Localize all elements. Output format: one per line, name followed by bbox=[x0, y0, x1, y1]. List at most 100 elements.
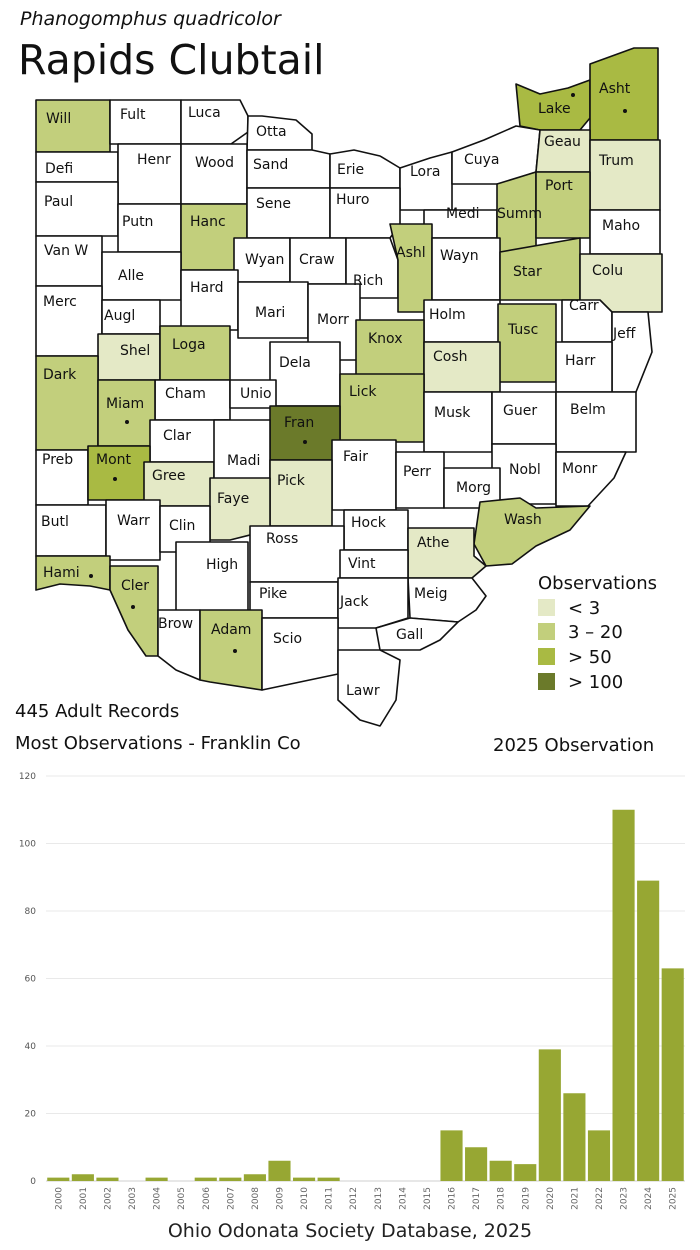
county-label-hanc: Hanc bbox=[190, 214, 226, 230]
legend-title: Observations bbox=[538, 573, 657, 594]
x-tick-label: 2016 bbox=[448, 1187, 458, 1210]
county-label-wyan: Wyan bbox=[245, 252, 284, 268]
yearly-observations-bar-chart: 0 20 40 60 80 100 120 2000 2001 2002 2003 2004 2005 2… bbox=[19, 772, 685, 1210]
legend-label-lt3: < 3 bbox=[568, 598, 600, 619]
county-label-defi: Defi bbox=[45, 161, 73, 177]
county-label-pick: Pick bbox=[277, 473, 306, 489]
x-tick-label: 2021 bbox=[570, 1187, 580, 1210]
county-label-warr: Warr bbox=[117, 513, 150, 529]
county-label-scio: Scio bbox=[273, 631, 302, 647]
county-wood bbox=[180, 143, 248, 205]
bar-2011 bbox=[317, 1177, 340, 1181]
county-label-asht: Asht bbox=[599, 81, 631, 97]
county-label-alle: Alle bbox=[118, 268, 144, 284]
county-label-mont: Mont bbox=[96, 452, 132, 468]
obs-2025-dot-hami bbox=[89, 574, 93, 578]
x-tick-label: 2023 bbox=[620, 1187, 630, 1210]
county-label-ashl: Ashl bbox=[396, 245, 426, 261]
county-knox bbox=[355, 319, 425, 379]
county-label-miam: Miam bbox=[106, 396, 144, 412]
county-wash bbox=[473, 497, 591, 567]
county-label-butl: Butl bbox=[41, 514, 69, 530]
county-hami bbox=[35, 555, 111, 591]
county-label-madi: Madi bbox=[227, 453, 260, 469]
bar-2024 bbox=[637, 880, 660, 1181]
county-dela bbox=[269, 341, 341, 407]
county-label-sene: Sene bbox=[256, 196, 291, 212]
obs-2025-dot-asht bbox=[623, 109, 627, 113]
county-label-fult: Fult bbox=[120, 107, 146, 123]
county-label-loga: Loga bbox=[172, 337, 206, 353]
bar-2016 bbox=[440, 1130, 463, 1181]
county-label-fair: Fair bbox=[343, 449, 368, 465]
y-tick-label: 100 bbox=[19, 840, 36, 850]
county-adam bbox=[199, 609, 263, 691]
county-label-summ: Summ bbox=[497, 206, 542, 222]
obs-2025-dot-adam bbox=[233, 649, 237, 653]
legend-label-gt50: > 50 bbox=[568, 647, 612, 668]
county-label-cosh: Cosh bbox=[433, 349, 468, 365]
obs-2025-dot-miam bbox=[125, 420, 129, 424]
bar-2009 bbox=[268, 1160, 291, 1181]
bar-2018 bbox=[489, 1160, 512, 1181]
county-label-morg: Morg bbox=[456, 480, 491, 496]
adult-records-count: 445 Adult Records bbox=[15, 701, 180, 722]
county-label-mari: Mari bbox=[255, 305, 285, 321]
county-jeff bbox=[611, 311, 653, 393]
bar-2004 bbox=[145, 1177, 168, 1181]
y-tick-label: 40 bbox=[25, 1042, 37, 1052]
county-label-carr: Carr bbox=[569, 298, 599, 314]
bar-2020 bbox=[538, 1049, 561, 1181]
x-tick-label: 2017 bbox=[472, 1187, 482, 1210]
x-tick-label: 2022 bbox=[595, 1187, 605, 1210]
x-tick-label: 2011 bbox=[325, 1187, 335, 1210]
county-label-perr: Perr bbox=[403, 464, 431, 480]
county-label-otta: Otta bbox=[256, 124, 287, 140]
y-tick-label: 80 bbox=[25, 907, 37, 917]
bar-2019 bbox=[514, 1164, 537, 1181]
county-monr bbox=[555, 451, 627, 507]
bar-2008 bbox=[243, 1174, 266, 1181]
county-label-nobl: Nobl bbox=[509, 462, 541, 478]
y-tick-label: 120 bbox=[19, 772, 36, 782]
county-label-sand: Sand bbox=[253, 157, 288, 173]
county-label-geau: Geau bbox=[544, 134, 581, 150]
county-label-faye: Faye bbox=[217, 491, 249, 507]
x-tick-label: 2005 bbox=[177, 1187, 187, 1210]
bar-2017 bbox=[465, 1147, 488, 1181]
county-label-craw: Craw bbox=[299, 252, 335, 268]
county-tusc bbox=[497, 303, 557, 383]
county-label-musk: Musk bbox=[434, 405, 471, 421]
bar-2010 bbox=[292, 1177, 316, 1181]
x-tick-label: 2018 bbox=[497, 1187, 507, 1210]
county-label-hami: Hami bbox=[43, 565, 80, 581]
common-name-title: Rapids Clubtail bbox=[18, 36, 325, 84]
ohio-county-map: Will Fult Luca Otta Lake Asht Defi Henr Wood Sand… bbox=[35, 47, 663, 727]
county-label-ross: Ross bbox=[266, 531, 298, 547]
obs-2025-dot-lake bbox=[571, 93, 575, 97]
county-label-knox: Knox bbox=[368, 331, 402, 347]
county-label-jack: Jack bbox=[339, 594, 369, 610]
county-butl bbox=[35, 504, 107, 557]
legend-label-gt100: > 100 bbox=[568, 672, 623, 693]
obs-2025-dot-mont bbox=[113, 477, 117, 481]
county-label-colu: Colu bbox=[592, 263, 623, 279]
county-label-van-w: Van W bbox=[44, 243, 88, 259]
x-tick-label: 2007 bbox=[226, 1187, 236, 1210]
county-label-dela: Dela bbox=[279, 355, 311, 371]
county-label-jeff: Jeff bbox=[612, 326, 636, 342]
county-label-erie: Erie bbox=[337, 162, 364, 178]
data-source-footer: Ohio Odonata Society Database, 2025 bbox=[167, 1220, 533, 1242]
county-label-dark: Dark bbox=[43, 367, 77, 383]
county-pick bbox=[269, 459, 333, 527]
x-tick-label: 2015 bbox=[423, 1187, 433, 1210]
y-tick-label: 20 bbox=[25, 1110, 37, 1120]
scientific-name: Phanogomphus quadricolor bbox=[20, 8, 281, 30]
county-label-hard: Hard bbox=[190, 280, 224, 296]
county-label-holm: Holm bbox=[429, 307, 466, 323]
county-label-cham: Cham bbox=[165, 386, 206, 402]
obs-2025-dot-cler bbox=[131, 605, 135, 609]
county-label-lora: Lora bbox=[410, 164, 440, 180]
bar-2021 bbox=[563, 1093, 586, 1181]
x-tick-label: 2025 bbox=[669, 1187, 679, 1210]
